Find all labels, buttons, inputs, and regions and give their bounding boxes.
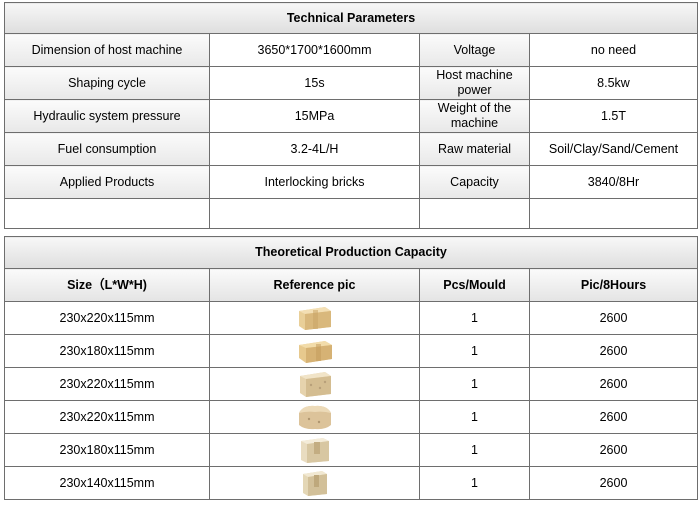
param-value: Interlocking bricks [209, 165, 420, 199]
size-cell: 230x140x115mm [4, 466, 210, 500]
table-row: 230x220x115mm 1 2600 [4, 301, 699, 335]
param-value: 15s [209, 66, 420, 100]
reference-pic-cell [209, 334, 420, 368]
param-value: Soil/Clay/Sand/Cement [529, 132, 698, 166]
brick-channel-icon [302, 471, 327, 496]
param-value: no need [529, 33, 698, 67]
reference-pic-cell [209, 400, 420, 434]
pcs-cell: 1 [419, 433, 530, 467]
column-header-pcs-mould: Pcs/Mould [419, 268, 530, 302]
param-value: 1.5T [529, 99, 698, 133]
pcs-cell: 1 [419, 466, 530, 500]
pcs-cell: 1 [419, 367, 530, 401]
output-cell: 2600 [528, 334, 699, 368]
param-label: Fuel consumption [4, 132, 210, 166]
column-header-reference-pic: Reference pic [209, 268, 420, 302]
param-label: Host machine power [419, 66, 530, 100]
size-cell: 230x220x115mm [4, 400, 210, 434]
param-label: Dimension of host machine [4, 33, 210, 67]
size-cell: 230x180x115mm [4, 334, 210, 368]
param-value: 3.2-4L/H [209, 132, 420, 166]
pcs-cell: 1 [419, 334, 530, 368]
column-header-output: Pic/8Hours [528, 268, 699, 302]
table-row: 230x220x115mm 1 2600 [4, 400, 699, 434]
param-label: Raw material [419, 132, 530, 166]
reference-pic-cell [209, 301, 420, 335]
param-label: Hydraulic system pressure [4, 99, 210, 133]
reference-pic-cell [209, 433, 420, 467]
pcs-cell: 1 [419, 400, 530, 434]
technical-parameters-title: Technical Parameters [4, 2, 698, 34]
production-capacity-table: Theoretical Production Capacity Size（L*W… [3, 236, 699, 500]
reference-pic-cell [209, 466, 420, 500]
pcs-cell: 1 [419, 301, 530, 335]
output-cell: 2600 [528, 367, 699, 401]
param-value: 15MPa [209, 99, 420, 133]
output-cell: 2600 [528, 301, 699, 335]
param-label: Applied Products [4, 165, 210, 199]
brick-channel-icon [300, 438, 329, 463]
brick-textured-icon [299, 372, 331, 397]
param-label: Voltage [419, 33, 530, 67]
param-label: Capacity [419, 165, 530, 199]
table-row: Hydraulic system pressure 15MPa Weight o… [4, 99, 698, 133]
brick-curved-icon [298, 405, 331, 430]
brick-flat-icon [298, 307, 331, 330]
output-cell: 2600 [528, 466, 699, 500]
table-row: Dimension of host machine 3650*1700*1600… [4, 33, 698, 67]
param-label: Shaping cycle [4, 66, 210, 100]
table-row: 230x140x115mm 1 2600 [4, 466, 699, 500]
production-capacity-title: Theoretical Production Capacity [3, 236, 699, 269]
technical-parameters-table: Technical Parameters Dimension of host m… [4, 2, 698, 229]
param-value: 8.5kw [529, 66, 698, 100]
table-row: 230x220x115mm 1 2600 [4, 367, 699, 401]
reference-pic-cell [209, 367, 420, 401]
table-row: 230x180x115mm 1 2600 [4, 433, 699, 467]
header-row: Size（L*W*H) Reference pic Pcs/Mould Pic/… [4, 268, 699, 302]
table-row: 230x180x115mm 1 2600 [4, 334, 699, 368]
output-cell: 2600 [528, 400, 699, 434]
table-row: Applied Products Interlocking bricks Cap… [4, 165, 698, 199]
spacer-row [4, 198, 698, 229]
table-row: Fuel consumption 3.2-4L/H Raw material S… [4, 132, 698, 166]
param-label: Weight of the machine [419, 99, 530, 133]
size-cell: 230x220x115mm [4, 301, 210, 335]
size-cell: 230x220x115mm [4, 367, 210, 401]
brick-flat-icon [298, 341, 332, 363]
column-header-size: Size（L*W*H) [4, 268, 210, 302]
table-row: Shaping cycle 15s Host machine power 8.5… [4, 66, 698, 100]
output-cell: 2600 [528, 433, 699, 467]
param-value: 3840/8Hr [529, 165, 698, 199]
param-value: 3650*1700*1600mm [209, 33, 420, 67]
size-cell: 230x180x115mm [4, 433, 210, 467]
